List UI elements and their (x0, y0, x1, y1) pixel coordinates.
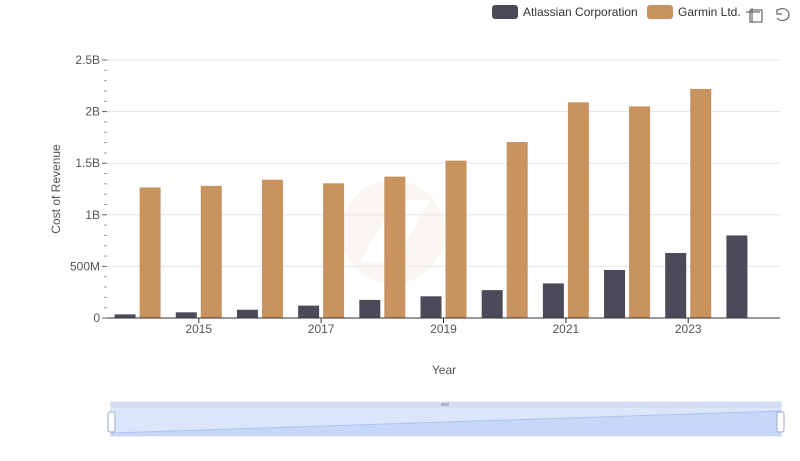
bar-atlassian-corporation2015 (175, 312, 197, 318)
slider-center-grip[interactable] (441, 403, 449, 406)
bar-atlassian-corporation2024 (726, 235, 748, 318)
x-axis-title: Year (432, 363, 456, 377)
slider-preview-line (110, 410, 782, 434)
bar-garmin-ltd-2017 (323, 183, 345, 318)
bar-garmin-ltd-2023 (690, 88, 712, 318)
y-tick-label: 1B (85, 208, 100, 222)
y-axis-ticks: 0 500M 1B 1.5B 2B 2.5B (70, 53, 107, 325)
bar-garmin-ltd-2014 (139, 187, 161, 318)
legend-swatch-garmin (647, 5, 673, 19)
y-tick-label: 2.5B (75, 53, 100, 67)
x-tick-label: 2015 (185, 322, 212, 336)
y-tick-label: 2B (85, 105, 100, 119)
bar-atlassian-corporation2018 (359, 299, 381, 318)
x-tick-label: 2017 (308, 322, 335, 336)
bar-atlassian-corporation2014 (114, 314, 136, 318)
x-tick-label: 2019 (430, 322, 457, 336)
legend-label-garmin[interactable]: Garmin Ltd. (678, 5, 741, 19)
restore-icon[interactable] (776, 8, 790, 21)
slider-handle-right[interactable] (776, 411, 785, 433)
x-tick-label: 2021 (553, 322, 580, 336)
legend-label-atlassian[interactable]: Atlassian Corporation (523, 5, 638, 19)
bar-atlassian-corporation2019 (420, 296, 442, 318)
bar-garmin-ltd-2015 (200, 185, 222, 318)
minor-ticks (104, 69, 107, 309)
y-tick-label: 0 (93, 311, 100, 325)
bar-atlassian-corporation2021 (542, 283, 564, 318)
x-axis-ticks: 2015 2017 2019 2021 2023 (185, 318, 702, 336)
zoom-icon[interactable] (746, 8, 763, 23)
bar-garmin-ltd-2021 (567, 102, 589, 318)
y-axis-title: Cost of Revenue (49, 144, 63, 234)
slider-preview-area (111, 411, 781, 436)
bar-garmin-ltd-2018 (384, 176, 406, 318)
bar-atlassian-corporation2020 (481, 290, 503, 318)
bar-garmin-ltd-2016 (261, 179, 283, 318)
bar-atlassian-corporation2022 (604, 270, 626, 318)
bar-atlassian-corporation2017 (298, 305, 320, 318)
legend: Atlassian Corporation Garmin Ltd. (492, 5, 741, 19)
legend-swatch-atlassian (492, 5, 518, 19)
bar-garmin-ltd-2022 (629, 106, 651, 318)
x-tick-label: 2023 (675, 322, 702, 336)
data-zoom-slider[interactable] (107, 401, 785, 437)
y-tick-label: 1.5B (75, 156, 100, 170)
bar-atlassian-corporation2016 (236, 309, 258, 318)
bar-garmin-ltd-2019 (445, 160, 467, 318)
bar-atlassian-corporation2023 (665, 252, 687, 318)
y-tick-label: 500M (70, 259, 100, 273)
bars (114, 88, 748, 318)
bar-garmin-ltd-2020 (506, 142, 528, 318)
slider-handle-left[interactable] (107, 411, 116, 433)
